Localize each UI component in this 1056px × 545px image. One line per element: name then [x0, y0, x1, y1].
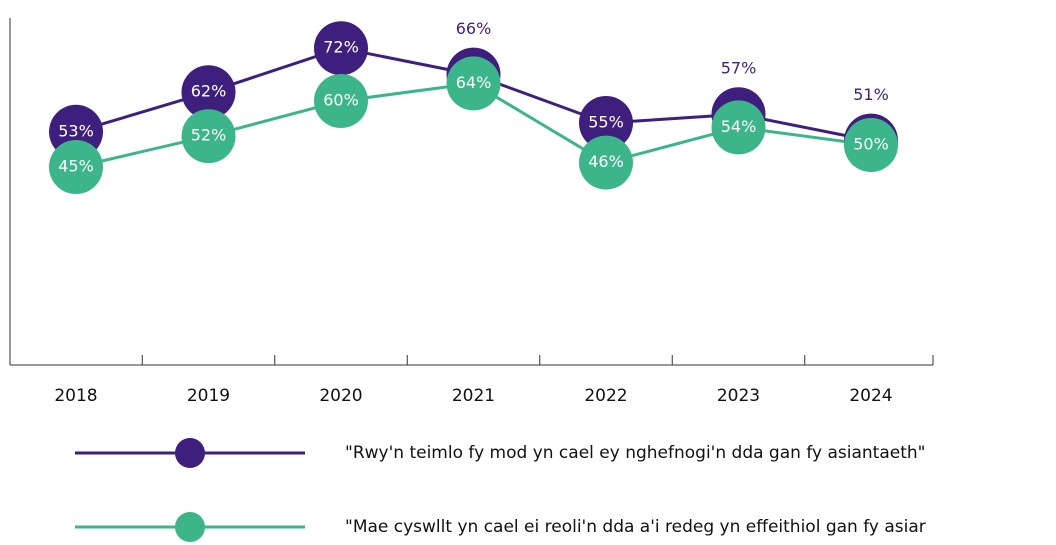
point: [181, 65, 236, 120]
data-label: 57%: [721, 59, 757, 78]
point: [314, 74, 368, 128]
legend-marker: [175, 438, 205, 468]
point: [579, 135, 633, 190]
point: [579, 96, 633, 150]
x-tick-label: 2022: [584, 386, 627, 406]
legend-label: "Rwy'n teimlo fy mod yn cael ey nghefnog…: [345, 443, 925, 463]
point: [314, 21, 368, 76]
x-tick-label: 2020: [319, 386, 362, 406]
data-label: 53%: [58, 121, 94, 140]
data-label: 50%: [853, 135, 889, 154]
data-label: 45%: [58, 157, 94, 176]
data-label: 64%: [456, 73, 492, 92]
point: [844, 118, 898, 172]
x-tick-label: 2021: [452, 386, 495, 406]
data-label: 46%: [588, 152, 624, 171]
data-label: 66%: [456, 19, 492, 38]
data-label: 52%: [191, 126, 227, 145]
x-tick-label: 2024: [849, 386, 892, 406]
x-tick-label: 2023: [717, 386, 760, 406]
data-label: 60%: [323, 91, 359, 110]
point: [711, 100, 766, 155]
point: [181, 109, 236, 164]
legend-marker: [175, 512, 205, 542]
data-label: 54%: [721, 117, 757, 136]
data-label: 62%: [191, 82, 227, 101]
legend-label: "Mae cyswllt yn cael ei reoli'n dda a'i …: [345, 517, 926, 537]
x-tick-label: 2019: [187, 386, 230, 406]
point: [446, 56, 501, 111]
data-label: 55%: [588, 113, 624, 132]
data-label: 72%: [323, 38, 359, 57]
point: [49, 140, 103, 194]
x-tick-label: 2018: [54, 386, 97, 406]
data-label: 51%: [853, 85, 889, 104]
